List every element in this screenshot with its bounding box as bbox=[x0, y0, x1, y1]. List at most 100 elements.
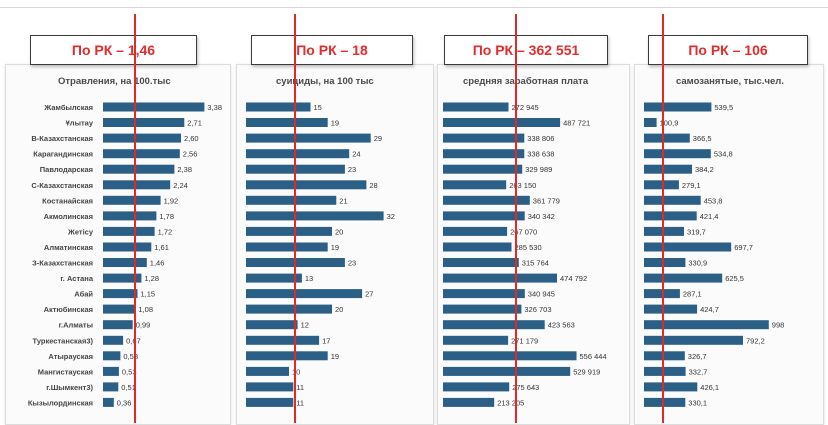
value-label-salary: 423 563 bbox=[548, 321, 575, 330]
value-label-poisonings: 0,51 bbox=[121, 383, 136, 392]
chart-title-salary: средняя заработная плата bbox=[463, 76, 589, 87]
bar-selfemployed bbox=[644, 258, 686, 267]
category-label: Карагандинская bbox=[33, 150, 93, 159]
value-label-suicides: 13 bbox=[305, 274, 313, 283]
bar-selfemployed bbox=[644, 366, 686, 376]
reference-line-selfemployed bbox=[662, 14, 664, 423]
value-label-selfemployed: 319,7 bbox=[687, 227, 706, 236]
bar-selfemployed bbox=[644, 195, 701, 205]
bar-selfemployed bbox=[644, 397, 686, 407]
bar-suicides bbox=[246, 211, 384, 221]
category-label: Актюбинская bbox=[44, 305, 93, 314]
value-label-suicides: 19 bbox=[331, 352, 339, 361]
category-label: Костанайская bbox=[42, 196, 93, 205]
bar-salary bbox=[443, 366, 571, 376]
bar-poisonings bbox=[103, 258, 147, 267]
bar-suicides bbox=[246, 118, 328, 127]
value-label-salary: 263 150 bbox=[509, 181, 536, 190]
bar-selfemployed bbox=[644, 382, 698, 392]
bar-selfemployed bbox=[644, 335, 743, 345]
bar-suicides bbox=[246, 335, 320, 345]
value-label-poisonings: 2,38 bbox=[177, 165, 192, 174]
chart-title-selfemployed: самозанятые, тыс.чел. bbox=[676, 76, 784, 87]
bar-poisonings bbox=[103, 273, 142, 283]
category-label: З-Казахстанская bbox=[32, 259, 93, 268]
value-label-selfemployed: 366,5 bbox=[693, 134, 712, 143]
value-label-poisonings: 2,71 bbox=[187, 119, 202, 128]
bar-salary bbox=[443, 226, 508, 236]
bar-suicides bbox=[246, 226, 332, 236]
value-label-poisonings: 1,28 bbox=[144, 274, 159, 283]
bar-poisonings bbox=[103, 351, 121, 361]
bar-salary bbox=[443, 320, 545, 330]
header-poisonings: По РК – 1,46 bbox=[30, 35, 197, 65]
value-label-suicides: 11 bbox=[296, 398, 304, 407]
bar-suicides bbox=[246, 289, 363, 299]
value-label-suicides: 23 bbox=[348, 259, 356, 268]
value-label-poisonings: 1,72 bbox=[158, 227, 173, 236]
bar-selfemployed bbox=[644, 273, 723, 283]
bar-suicides bbox=[246, 397, 294, 407]
reference-line-salary bbox=[515, 14, 517, 423]
bar-poisonings bbox=[103, 289, 138, 299]
bar-suicides bbox=[246, 102, 311, 112]
value-label-suicides: 28 bbox=[369, 181, 377, 190]
category-label: Жамбылская bbox=[43, 103, 93, 112]
bar-salary bbox=[443, 118, 561, 127]
value-label-suicides: 10 bbox=[292, 367, 300, 376]
bar-poisonings bbox=[103, 102, 205, 112]
bar-salary bbox=[443, 133, 525, 143]
value-label-suicides: 32 bbox=[387, 212, 395, 221]
value-label-selfemployed: 625,5 bbox=[725, 274, 744, 283]
category-label: Мангистауская bbox=[38, 367, 93, 376]
bar-salary bbox=[443, 397, 495, 407]
value-label-selfemployed: 697,7 bbox=[734, 243, 753, 252]
value-label-salary: 267 070 bbox=[510, 227, 537, 236]
bar-poisonings bbox=[103, 304, 136, 314]
bar-salary bbox=[443, 149, 525, 159]
chart-title-poisonings: Отравления, на 100.тыс bbox=[58, 76, 171, 87]
value-label-poisonings: 2,24 bbox=[173, 181, 188, 190]
reference-line-poisonings bbox=[134, 14, 136, 423]
category-label: г. Астана bbox=[60, 274, 93, 283]
bar-selfemployed bbox=[644, 320, 769, 330]
bar-selfemployed bbox=[644, 102, 712, 112]
category-label: В-Казахстанская bbox=[31, 134, 93, 143]
value-label-suicides: 12 bbox=[301, 321, 309, 330]
value-label-poisonings: 3,38 bbox=[207, 103, 222, 112]
header-salary: По РК – 362 551 bbox=[444, 35, 608, 65]
value-label-salary: 213 205 bbox=[497, 398, 524, 407]
value-label-poisonings: 0,58 bbox=[123, 352, 138, 361]
bar-salary bbox=[443, 258, 519, 267]
value-label-salary: 338 638 bbox=[527, 150, 554, 159]
bar-salary bbox=[443, 211, 525, 221]
category-label: Туркестанская3) bbox=[33, 336, 94, 345]
value-label-salary: 338 806 bbox=[527, 134, 554, 143]
bar-suicides bbox=[246, 320, 298, 330]
bar-suicides bbox=[246, 382, 294, 392]
category-label: Ұлытау bbox=[66, 119, 94, 128]
bar-selfemployed bbox=[644, 289, 680, 299]
value-label-poisonings: 1,15 bbox=[141, 290, 156, 299]
bar-poisonings bbox=[103, 180, 171, 190]
bar-poisonings bbox=[103, 133, 181, 143]
bar-salary bbox=[443, 289, 525, 299]
header-selfemployed: По РК – 106 bbox=[648, 35, 808, 65]
category-label: Атырауская bbox=[48, 352, 93, 361]
bar-salary bbox=[443, 195, 530, 205]
value-label-selfemployed: 426,1 bbox=[700, 383, 719, 392]
value-label-salary: 474 792 bbox=[560, 274, 587, 283]
bar-selfemployed bbox=[644, 226, 684, 236]
bar-salary bbox=[443, 304, 522, 314]
value-label-salary: 285 530 bbox=[515, 243, 542, 252]
bar-suicides bbox=[246, 149, 350, 159]
value-label-suicides: 17 bbox=[322, 336, 330, 345]
value-label-salary: 529 919 bbox=[573, 367, 600, 376]
bar-salary bbox=[443, 102, 509, 112]
value-label-poisonings: 1,92 bbox=[164, 196, 179, 205]
value-label-selfemployed: 100,9 bbox=[660, 119, 679, 128]
bar-poisonings bbox=[103, 382, 119, 392]
bar-salary bbox=[443, 164, 523, 174]
category-label: Абай bbox=[74, 290, 93, 299]
bar-salary bbox=[443, 180, 507, 190]
